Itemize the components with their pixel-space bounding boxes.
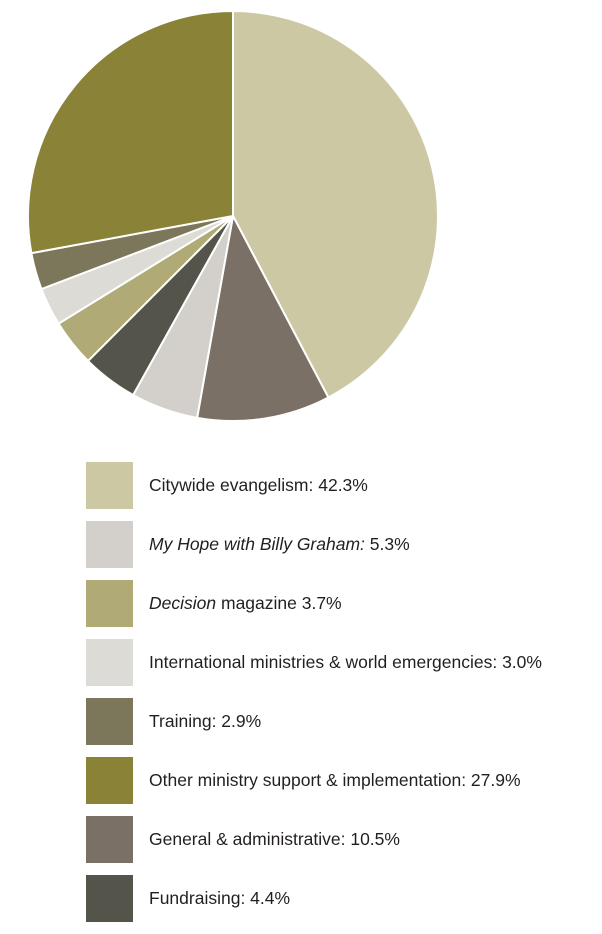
legend-label: International ministries & world emergen… [149,651,542,673]
legend-swatch [86,521,133,568]
legend-swatch [86,462,133,509]
pie-chart [27,10,439,422]
legend-label-text: Training: 2.9% [149,711,262,731]
legend-swatch [86,757,133,804]
legend-label: Other ministry support & implementation:… [149,769,521,791]
legend-swatch [86,816,133,863]
legend-label: General & administrative: 10.5% [149,828,400,850]
legend-label-text: General & administrative: 10.5% [149,829,400,849]
legend-label: Citywide evangelism: 42.3% [149,474,368,496]
pie-slice-7 [27,10,234,255]
legend-label-text: International ministries & world emergen… [149,652,542,672]
legend-label-text: Fundraising: 4.4% [149,888,291,908]
legend-label: Fundraising: 4.4% [149,887,290,909]
legend-swatch [86,639,133,686]
legend-swatch [86,875,133,922]
legend-label-text: magazine 3.7% [216,593,342,613]
legend-label: Decision magazine 3.7% [149,592,342,614]
legend-swatch [86,580,133,627]
pie-slice-1 [196,215,330,422]
pie-slice-0 [232,10,439,399]
legend-label: My Hope with Billy Graham: 5.3% [149,533,410,555]
legend-label-text: Other ministry support & implementation:… [149,770,521,790]
legend-label-italic: My Hope with Billy Graham: [149,534,365,554]
legend-label-italic: Decision [149,593,217,613]
legend-swatch [86,698,133,745]
legend-label: Training: 2.9% [149,710,261,732]
legend-label-text: 5.3% [364,534,410,554]
legend-label-text: Citywide evangelism: 42.3% [149,475,368,495]
